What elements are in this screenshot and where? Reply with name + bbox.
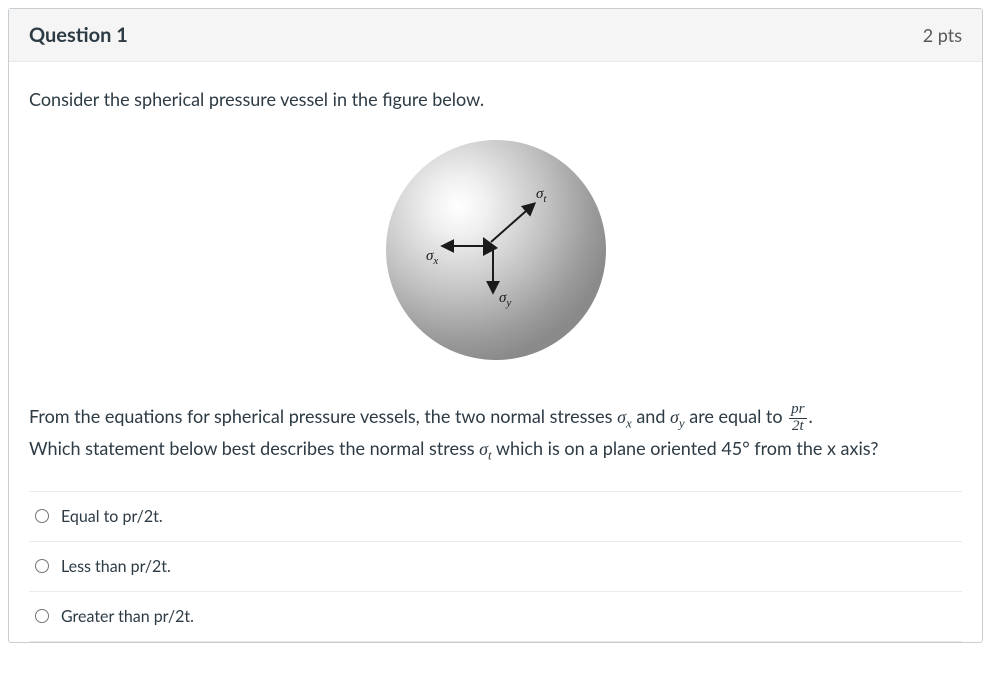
question-prompt: Consider the spherical pressure vessel i… — [29, 86, 962, 112]
sigma-y-symbol: σy — [670, 407, 685, 427]
question-header: Question 1 2 pts — [9, 9, 982, 62]
fraction-pr-2t: pr 2t — [787, 402, 808, 435]
question-title: Question 1 — [29, 23, 128, 47]
explain-text: and — [636, 405, 670, 427]
answer-radio[interactable] — [35, 509, 49, 523]
explain-text: . — [809, 405, 813, 427]
sphere-icon — [386, 140, 606, 360]
explain-text: From the equations for spherical pressur… — [29, 405, 617, 427]
answer-option[interactable]: Less than pr/2t. — [29, 541, 962, 591]
answer-list: Equal to pr/2t. Less than pr/2t. Greater… — [29, 491, 962, 642]
explain-text: which is on a plane oriented 45° from th… — [496, 437, 879, 459]
answer-label: Equal to pr/2t. — [61, 507, 163, 526]
sigma-x-symbol: σx — [617, 407, 632, 427]
question-explanation: From the equations for spherical pressur… — [29, 402, 962, 465]
explain-text: Which statement below best describes the… — [29, 437, 479, 459]
explain-text: are equal to — [689, 405, 787, 427]
answer-radio[interactable] — [35, 559, 49, 573]
sigma-t-symbol: σt — [479, 439, 492, 459]
sphere-diagram: σt σx σy — [366, 134, 626, 366]
figure-container: σt σx σy — [29, 112, 962, 394]
answer-label: Less than pr/2t. — [61, 557, 171, 576]
question-body: Consider the spherical pressure vessel i… — [9, 62, 982, 642]
answer-radio[interactable] — [35, 609, 49, 623]
answer-option[interactable]: Equal to pr/2t. — [29, 491, 962, 541]
question-points: 2 pts — [923, 24, 962, 46]
answer-option[interactable]: Greater than pr/2t. — [29, 591, 962, 642]
question-card: Question 1 2 pts Consider the spherical … — [8, 8, 983, 643]
answer-label: Greater than pr/2t. — [61, 607, 194, 626]
